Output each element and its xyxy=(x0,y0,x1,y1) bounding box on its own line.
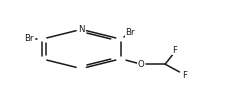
Text: F: F xyxy=(182,71,187,80)
Text: Br: Br xyxy=(24,34,34,43)
Text: O: O xyxy=(138,60,144,69)
Text: F: F xyxy=(172,46,177,55)
Text: N: N xyxy=(78,25,85,34)
Text: Br: Br xyxy=(125,28,134,37)
